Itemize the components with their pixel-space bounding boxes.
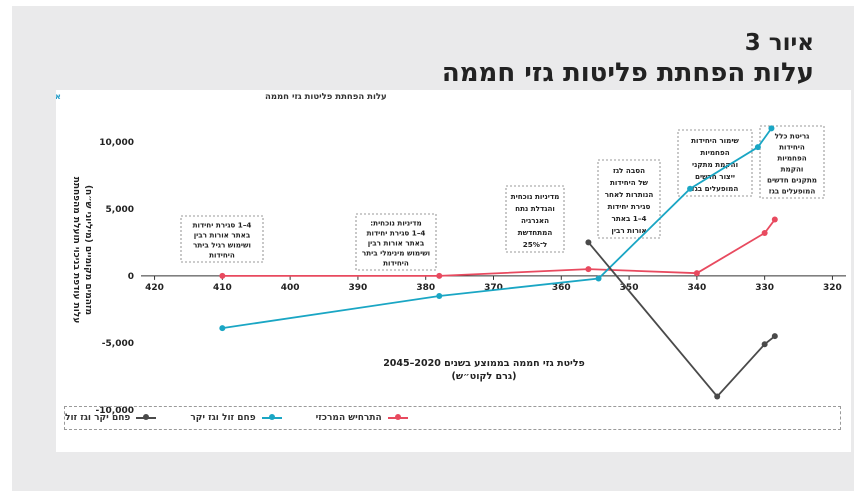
annotation-box-0 bbox=[180, 215, 264, 263]
series-2-point-1 bbox=[714, 393, 721, 400]
legend-swatch-cheap-coal bbox=[261, 414, 282, 420]
legend-item-expensive-coal: פחם יקר וגז זול bbox=[65, 413, 157, 423]
x-tick-label-380: 380 bbox=[416, 283, 435, 293]
annotation-box-4 bbox=[677, 129, 753, 197]
annotation-4-line-3: ייצור חדשים bbox=[695, 172, 735, 181]
annotation-4-line-1: הפחמיות bbox=[700, 148, 729, 157]
series-0-point-3 bbox=[693, 270, 700, 277]
x-tick-label-350: 350 bbox=[620, 283, 639, 293]
series-0-point-2 bbox=[585, 266, 592, 273]
annotation-0-line-2: ושימוש רגיל ביתר bbox=[193, 241, 251, 250]
legend-swatch-central bbox=[387, 414, 408, 420]
y-tick-label-3: -5,000 bbox=[102, 339, 134, 349]
annotation-5-line-3: והקמת bbox=[781, 164, 804, 173]
series-line-0 bbox=[222, 219, 776, 277]
series-2-point-3 bbox=[771, 333, 778, 340]
series-0-point-0 bbox=[219, 272, 226, 279]
annotation-3-line-0: הסבה לגז bbox=[613, 166, 645, 175]
y-axis-label-line-0: עלות עודפת בניכוי תועלת מהפחתת bbox=[71, 177, 81, 324]
line-chart: איור 3. עלות הפחתת פליטות גזי חממה 420 410 4… bbox=[56, 92, 846, 416]
series-1-point-4 bbox=[754, 144, 761, 151]
series-0-point-4 bbox=[761, 229, 768, 236]
series-line-2 bbox=[587, 241, 776, 398]
y-axis-label-line-1: מזהמים מקומיים (מיליוני ש״ח) bbox=[83, 185, 93, 315]
annotation-0-line-1: באתר אורות רבין bbox=[194, 231, 251, 240]
annotation-1-line-2: באתר אורות רבין bbox=[368, 239, 425, 248]
y-tick-label-1: 5,000 bbox=[106, 205, 134, 215]
x-tick-label-320: 320 bbox=[823, 283, 842, 293]
figure-title: עלות הפחתת פליטות גזי חממה bbox=[441, 58, 814, 88]
annotation-box-1 bbox=[355, 213, 437, 271]
annotation-5-line-2: הפחמיות bbox=[777, 153, 806, 162]
series-1-point-1 bbox=[436, 292, 443, 299]
annotation-5-line-1: היחידות bbox=[779, 142, 805, 151]
x-tick-label-330: 330 bbox=[755, 283, 774, 293]
annotation-4-line-4: המופעלים בגז bbox=[692, 184, 739, 193]
figure-label: איור 3 bbox=[744, 30, 814, 56]
annotation-box-5 bbox=[759, 125, 825, 199]
series-0-point-1 bbox=[436, 272, 443, 279]
annotation-3-line-4: 4–1 באתר bbox=[612, 214, 647, 223]
series-2-point-0 bbox=[585, 239, 592, 246]
annotation-0-line-0: 4–1 סגירת יחידות bbox=[193, 221, 252, 230]
annotation-1-line-4: היחידות bbox=[383, 259, 409, 268]
annotation-5-line-4: מתקנים חדשים bbox=[767, 175, 817, 184]
series-0-point-5 bbox=[771, 216, 778, 223]
annotation-2-line-4: ל־25% bbox=[523, 240, 548, 249]
annotation-box-3 bbox=[597, 159, 661, 239]
legend-label-central: התרחיש המרכזי bbox=[315, 413, 382, 423]
inner-caption-title: עלות הפחתת פליטות גזי חממה bbox=[265, 92, 387, 102]
annotation-3-line-1: של היחידות bbox=[610, 178, 649, 187]
annotation-3-line-3: סגירת יחידות bbox=[608, 202, 651, 211]
y-tick-label-4: -10,000 bbox=[96, 406, 134, 416]
y-tick-label-2: 0 bbox=[128, 272, 134, 282]
series-1-point-3 bbox=[687, 185, 694, 192]
annotation-1-line-0: מדיניות נוכחית: bbox=[370, 219, 421, 228]
series-2-point-2 bbox=[761, 341, 768, 348]
inner-caption-number: איור 3. bbox=[56, 92, 61, 102]
annotation-0-line-3: היחידות bbox=[209, 251, 235, 260]
series-1-point-5 bbox=[768, 125, 775, 132]
chart-legend: התרחיש המרכזי פחם זול וגז יקר פחם יקר וג… bbox=[64, 406, 841, 430]
x-tick-label-390: 390 bbox=[349, 283, 368, 293]
chart-panel: איור 3. עלות הפחתת פליטות גזי חממה 420 410 4… bbox=[56, 90, 851, 452]
series-1-point-0 bbox=[219, 325, 226, 332]
series-1-point-2 bbox=[595, 275, 602, 282]
y-tick-label-0: 10,000 bbox=[99, 138, 134, 148]
x-axis-label-line-0: פליטת גזי חממה בממוצע בשנים 2020–2045 bbox=[383, 358, 585, 369]
annotation-5-line-5: המופעלים בגז bbox=[769, 186, 816, 195]
annotation-4-line-2: והקמת מתקני bbox=[692, 160, 738, 169]
x-tick-label-360: 360 bbox=[552, 283, 571, 293]
legend-label-expensive-coal: פחם יקר וגז זול bbox=[65, 413, 131, 423]
annotation-2-line-2: האנרגיה bbox=[521, 216, 549, 225]
x-tick-label-420: 420 bbox=[145, 283, 164, 293]
x-axis-label-line-1: (גרם לקוט״ש) bbox=[452, 371, 517, 382]
legend-item-central: התרחיש המרכזי bbox=[316, 413, 408, 423]
annotation-3-line-5: אורות רבין bbox=[611, 226, 646, 235]
legend-label-cheap-coal: פחם זול וגז יקר bbox=[190, 413, 256, 423]
annotation-box-2 bbox=[505, 185, 565, 253]
annotation-4-line-0: שימור היחידות bbox=[691, 136, 739, 145]
annotation-5-line-0: גריטת כלל bbox=[775, 131, 810, 140]
x-tick-label-370: 370 bbox=[484, 283, 503, 293]
series-line-1 bbox=[222, 127, 773, 329]
annotation-2-line-0: מדיניות נוכחית bbox=[511, 192, 560, 201]
x-tick-label-400: 400 bbox=[281, 283, 300, 293]
x-tick-label-410: 410 bbox=[213, 283, 232, 293]
x-tick-label-340: 340 bbox=[687, 283, 706, 293]
annotation-2-line-3: המתחדשת bbox=[518, 228, 553, 237]
legend-swatch-expensive-coal bbox=[136, 414, 157, 420]
legend-item-cheap-coal: פחם זול וגז יקר bbox=[190, 413, 282, 423]
annotation-2-line-1: והגדלת נתח bbox=[515, 204, 555, 213]
annotation-1-line-1: 4–1 סגירת יחידות bbox=[367, 229, 426, 238]
annotation-1-line-3: ושימוש מינימלי ביתר bbox=[362, 249, 430, 258]
annotation-3-line-2: הנותרות לאחר bbox=[605, 190, 654, 199]
